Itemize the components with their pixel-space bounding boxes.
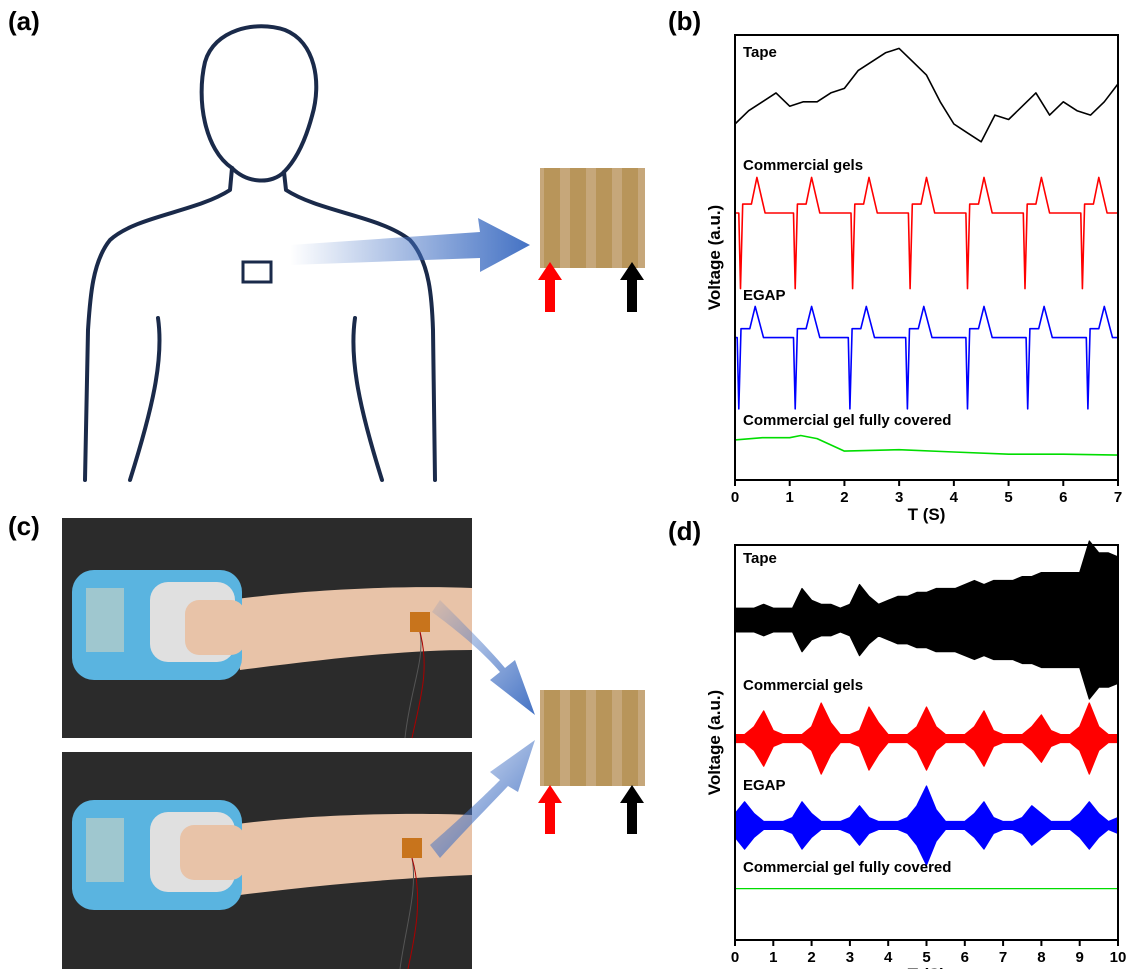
signal-band <box>735 786 1118 865</box>
panel-label: (d) <box>668 516 701 546</box>
signal-line <box>735 48 1118 141</box>
x-tick-label: 2 <box>807 949 815 966</box>
x-tick-label: 0 <box>731 489 739 506</box>
signal-line <box>735 177 1118 288</box>
series-label: Commercial gels <box>743 157 863 174</box>
x-tick-label: 5 <box>922 949 930 966</box>
arrow-black <box>620 785 644 834</box>
x-tick-label: 6 <box>1059 489 1067 506</box>
series-label: EGAP <box>743 287 786 304</box>
series-label: Tape <box>743 550 777 567</box>
x-tick-label: 9 <box>1076 949 1084 966</box>
y-axis-label: Voltage (a.u.) <box>705 205 724 310</box>
x-tick-label: 1 <box>769 949 777 966</box>
x-tick-label: 2 <box>840 489 848 506</box>
series-label: Commercial gel fully covered <box>743 859 951 876</box>
x-axis-label: T (S) <box>908 965 946 969</box>
x-tick-label: 7 <box>999 949 1007 966</box>
x-tick-label: 1 <box>786 489 794 506</box>
x-tick-label: 4 <box>950 489 959 506</box>
arrow-black <box>620 262 644 312</box>
series-label: EGAP <box>743 777 786 794</box>
x-tick-label: 3 <box>895 489 903 506</box>
x-tick-label: 4 <box>884 949 893 966</box>
electrode <box>540 168 645 268</box>
series-label: Commercial gel fully covered <box>743 412 951 429</box>
photo <box>62 518 472 738</box>
figure: (a) (b) (c) (d) TapeCom <box>0 0 1131 969</box>
x-tick-label: 0 <box>731 949 739 966</box>
signal-line <box>735 306 1118 408</box>
panel-label: (a) <box>8 6 40 36</box>
arrow-red <box>538 785 562 834</box>
signal-band <box>735 703 1118 774</box>
photo <box>62 752 472 969</box>
electrode-site <box>243 262 271 282</box>
x-tick-label: 8 <box>1037 949 1045 966</box>
x-axis-label: T (S) <box>908 505 946 524</box>
arrow-red <box>538 262 562 312</box>
series-label: Commercial gels <box>743 677 863 694</box>
x-tick-label: 10 <box>1110 949 1127 966</box>
panel-label: (b) <box>668 6 701 36</box>
arrow <box>290 218 530 272</box>
x-tick-label: 3 <box>846 949 854 966</box>
signal-line <box>735 436 1118 456</box>
x-tick-label: 6 <box>961 949 969 966</box>
electrode <box>540 690 645 786</box>
series-label: Tape <box>743 44 777 61</box>
x-tick-label: 7 <box>1114 489 1122 506</box>
x-tick-label: 5 <box>1004 489 1012 506</box>
signal-band <box>735 541 1118 699</box>
panel-label: (c) <box>8 511 40 541</box>
y-axis-label: Voltage (a.u.) <box>705 690 724 795</box>
